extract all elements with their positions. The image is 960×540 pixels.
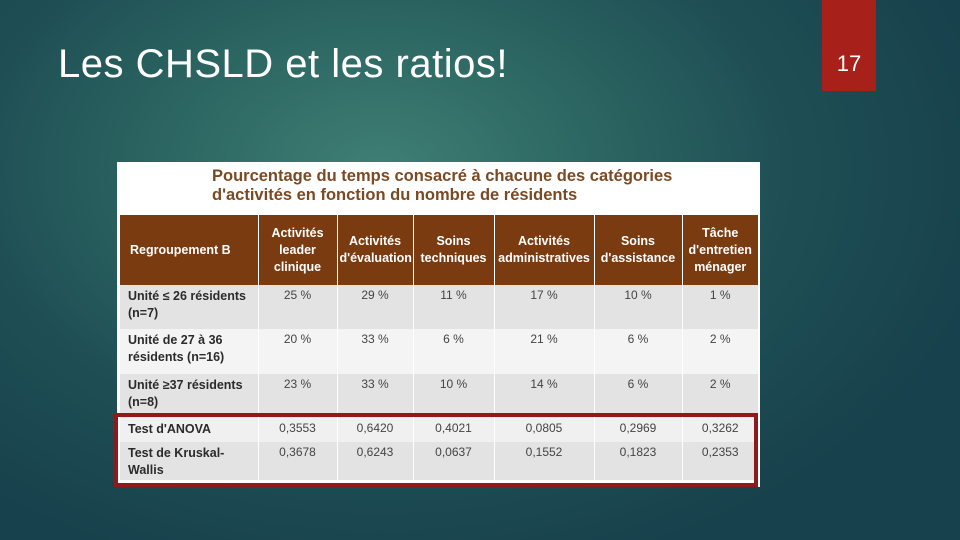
table-cell: 0,1552: [493, 442, 594, 480]
column-header: Tâche d'entretien ménager: [681, 215, 758, 285]
table-cell: 0,6243: [336, 442, 413, 480]
table-cell: 10 %: [593, 285, 682, 329]
table-cell: 0,1823: [593, 442, 682, 480]
column-header: Soins d'assistance: [593, 215, 682, 285]
table-cell: 25 %: [257, 285, 337, 329]
table-cell: 10 %: [412, 374, 494, 418]
table-cell: 33 %: [336, 329, 413, 374]
table-cell: 2 %: [681, 329, 758, 374]
table-cell: 2 %: [681, 374, 758, 418]
column-header: Activités d'évaluation: [336, 215, 413, 285]
table-cell: 17 %: [493, 285, 594, 329]
table-cell: 1 %: [681, 285, 758, 329]
table-cell: 0,0805: [493, 418, 594, 442]
table-row: Unité ≥37 résidents (n=8) 23 % 33 % 10 %…: [120, 374, 758, 418]
table-cell: 6 %: [593, 329, 682, 374]
caption-line-2: d'activités en fonction du nombre de rés…: [212, 186, 578, 204]
table-cell: 33 %: [336, 374, 413, 418]
row-label: Test de Kruskal-Wallis: [120, 442, 258, 480]
row-label: Unité de 27 à 36 résidents (n=16): [120, 329, 258, 374]
data-table: Regroupement B Activités leader clinique…: [120, 215, 758, 480]
table-cell: 29 %: [336, 285, 413, 329]
table-cell: 20 %: [257, 329, 337, 374]
table-row: Test de Kruskal-Wallis 0,3678 0,6243 0,0…: [120, 442, 758, 480]
table-row: Test d'ANOVA 0,3553 0,6420 0,4021 0,0805…: [120, 418, 758, 442]
row-label: Unité ≥37 résidents (n=8): [120, 374, 258, 418]
table-cell: 0,2353: [681, 442, 758, 480]
table-cell: 0,3262: [681, 418, 758, 442]
table-row: Unité ≤ 26 résidents (n=7) 25 % 29 % 11 …: [120, 285, 758, 329]
table-cell: 21 %: [493, 329, 594, 374]
row-label: Test d'ANOVA: [120, 418, 258, 442]
table-cell: 6 %: [412, 329, 494, 374]
column-header: Activités administratives: [493, 215, 594, 285]
column-header: Soins techniques: [412, 215, 494, 285]
row-label: Unité ≤ 26 résidents (n=7): [120, 285, 258, 329]
table-cell: 0,6420: [336, 418, 413, 442]
page-number: 17: [836, 51, 862, 76]
table-cell: 6 %: [593, 374, 682, 418]
slide-title: Les CHSLD et les ratios!: [58, 42, 508, 86]
page-number-badge: 17: [822, 0, 876, 91]
table-cell: 14 %: [493, 374, 594, 418]
table-cell: 0,0637: [412, 442, 494, 480]
table-cell: 0,2969: [593, 418, 682, 442]
table-cell: 11 %: [412, 285, 494, 329]
table-header-row: Regroupement B Activités leader clinique…: [120, 215, 758, 285]
column-header: Regroupement B: [120, 215, 258, 285]
table-cell: 0,3553: [257, 418, 337, 442]
caption-line-1: Pourcentage du temps consacré à chacune …: [212, 167, 673, 185]
table-cell: 23 %: [257, 374, 337, 418]
figure-caption: Pourcentage du temps consacré à chacune …: [212, 167, 752, 205]
column-header: Activités leader clinique: [257, 215, 337, 285]
table-figure: Pourcentage du temps consacré à chacune …: [117, 162, 760, 487]
table-cell: 0,3678: [257, 442, 337, 480]
table-row: Unité de 27 à 36 résidents (n=16) 20 % 3…: [120, 329, 758, 374]
table-cell: 0,4021: [412, 418, 494, 442]
